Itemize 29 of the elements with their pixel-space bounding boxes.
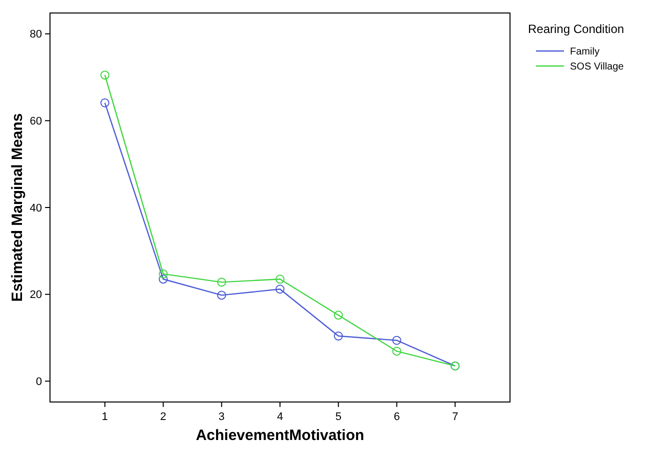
point — [158, 269, 168, 278]
y-tick-label: 0 — [36, 376, 42, 388]
point — [100, 98, 110, 108]
y-axis-title: Estimated Marginal Means — [9, 113, 26, 302]
x-tick-label: 6 — [394, 411, 400, 423]
y-tick-label: 40 — [30, 202, 42, 214]
y-tick-label: 80 — [30, 28, 42, 41]
x-tick-label: 4 — [276, 411, 284, 423]
point — [334, 332, 343, 341]
x-tick-label: 5 — [335, 411, 342, 423]
point — [217, 278, 226, 287]
point — [392, 346, 402, 356]
point — [217, 290, 226, 300]
point — [100, 70, 110, 80]
legend-label: Family — [570, 46, 600, 58]
y-tick-label: 60 — [30, 116, 42, 128]
legend-label: SOS Village — [570, 62, 624, 72]
x-tick-label: 3 — [218, 411, 225, 423]
point — [276, 284, 284, 294]
y-tick-label: 20 — [30, 289, 42, 302]
legend-title: Rearing Condition — [528, 22, 624, 36]
point — [334, 310, 343, 320]
point — [158, 274, 168, 284]
x-tick-label: 2 — [160, 411, 166, 423]
point — [392, 336, 402, 345]
x-tick-label: 7 — [452, 411, 458, 423]
point — [276, 274, 284, 284]
x-tick-label: 1 — [102, 411, 108, 423]
x-axis-title: AchievementMotivation — [196, 427, 364, 444]
